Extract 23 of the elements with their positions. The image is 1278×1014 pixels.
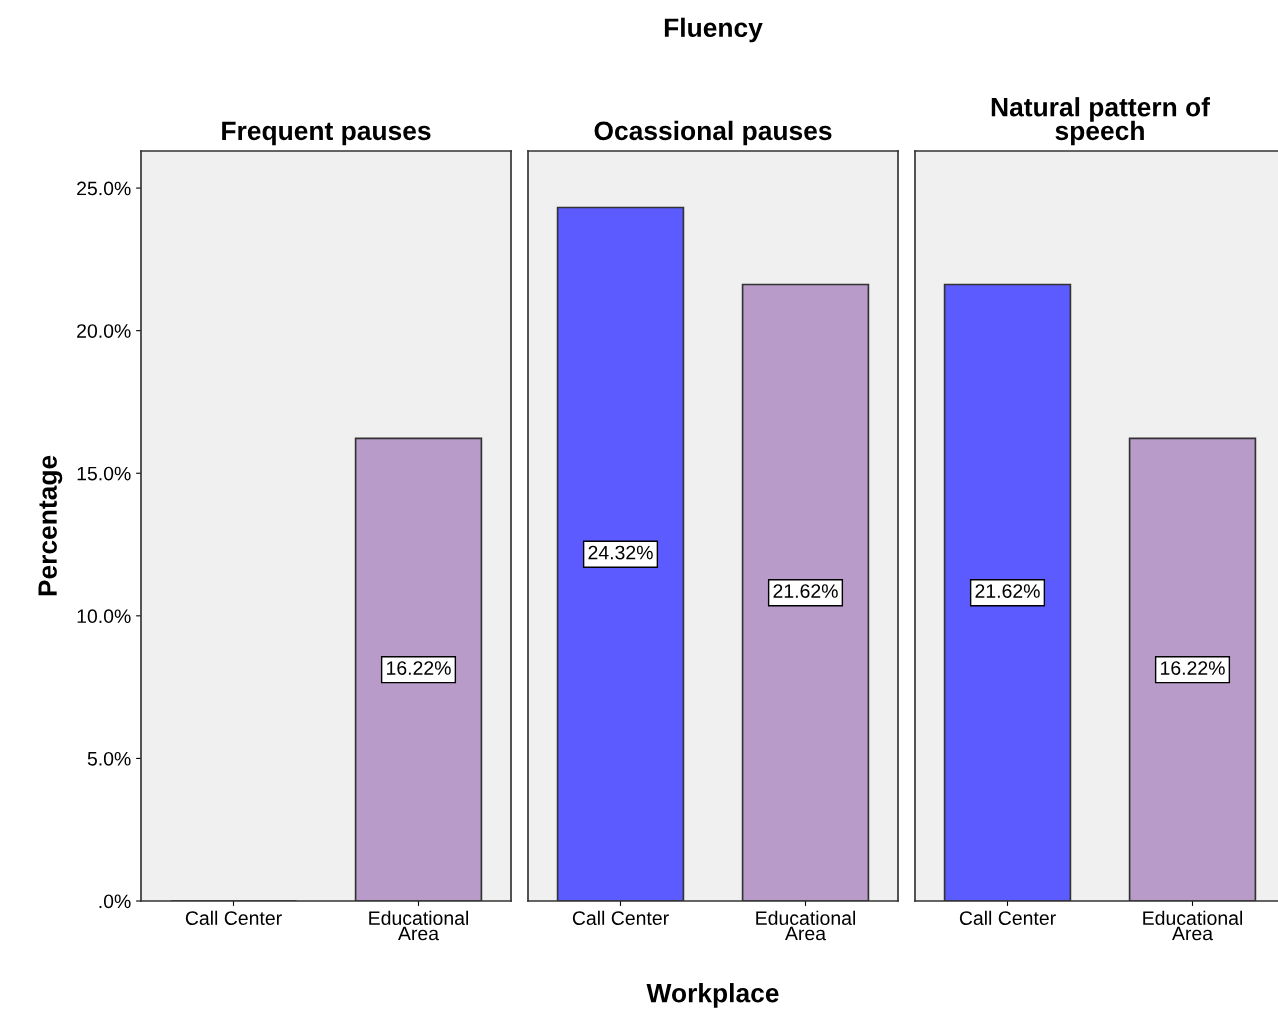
x-axis-title: Workplace	[646, 983, 779, 1008]
y-tick-label: 25.0%	[77, 181, 131, 196]
x-tick-label: Call Center	[959, 910, 1056, 925]
data-label: 21.62%	[975, 584, 1040, 598]
x-tick-label: Educational Area	[756, 910, 856, 941]
data-label: 21.62%	[773, 584, 838, 598]
x-tick-label: Call Center	[185, 910, 282, 925]
chart-title: Natural pattern of speech	[991, 97, 1211, 146]
y-tick-label: 5.0%	[87, 751, 131, 766]
y-tick-label: .0%	[99, 894, 131, 909]
y-tick-label: 15.0%	[77, 466, 131, 481]
x-tick-label: Educational Area	[1143, 910, 1243, 941]
x-tick-label: Call Center	[572, 910, 669, 925]
x-tick-label: Educational Area	[369, 910, 469, 941]
y-axis-title: Percentage	[38, 455, 63, 596]
chart-title: Frequent pauses	[222, 121, 431, 146]
text: Fluency	[664, 17, 763, 43]
y-tick-label: 20.0%	[77, 324, 131, 338]
data-label: 16.22%	[1161, 661, 1225, 675]
chart-title: Ocassional pauses	[594, 120, 832, 146]
data-label: 16.22%	[387, 661, 451, 675]
y-tick-label: 10.0%	[77, 609, 131, 624]
data-label: 24.32%	[588, 545, 653, 560]
